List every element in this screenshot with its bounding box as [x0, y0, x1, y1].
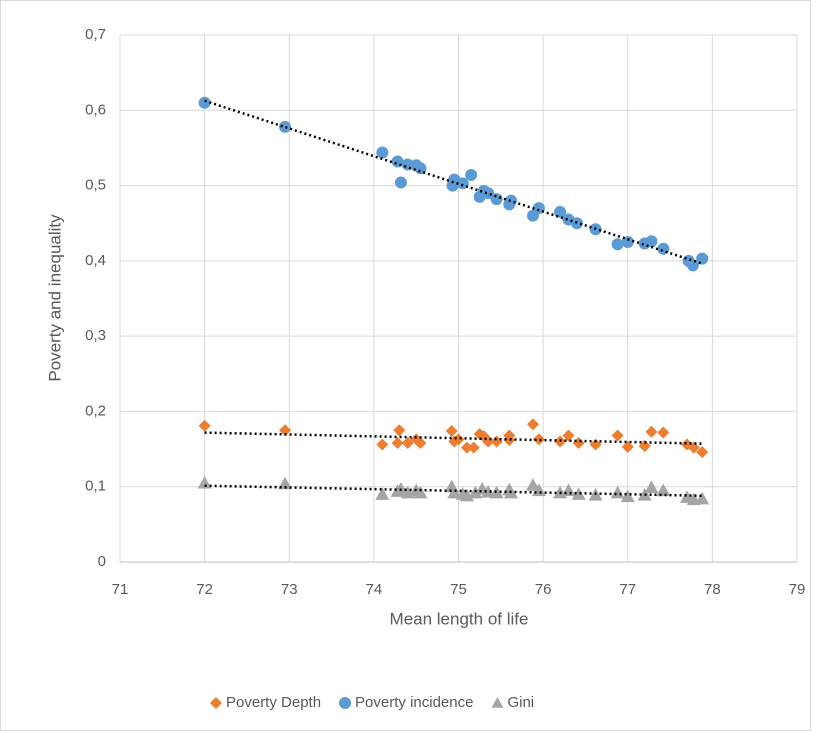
point: [375, 487, 390, 500]
point: [611, 429, 624, 442]
x-tick-label: 71: [112, 581, 129, 598]
y-tick-label: 0,6: [85, 101, 106, 118]
point: [447, 485, 462, 499]
point: [696, 446, 709, 459]
legend-label: Poverty Depth: [226, 694, 321, 711]
point: [589, 438, 602, 451]
x-tick-label: 73: [281, 581, 298, 598]
x-tick-label: 75: [450, 581, 467, 598]
y-tick-label: 0,4: [85, 252, 106, 269]
point: [532, 433, 545, 446]
legend-label: Poverty incidence: [355, 694, 473, 711]
point: [696, 252, 709, 265]
point: [445, 425, 458, 438]
point: [465, 169, 478, 182]
x-tick-label: 79: [789, 581, 806, 598]
point: [279, 424, 292, 437]
y-tick-label: 0,5: [85, 177, 106, 194]
point: [393, 424, 406, 437]
point: [393, 481, 408, 495]
point: [638, 440, 651, 453]
y-tick-label: 0,2: [85, 402, 106, 419]
x-tick-label: 74: [366, 581, 383, 598]
point: [456, 177, 469, 190]
point: [526, 418, 539, 431]
point: [198, 419, 211, 432]
point: [394, 176, 407, 189]
legend-label: Gini: [507, 694, 534, 711]
point: [489, 485, 504, 499]
point: [414, 162, 427, 175]
point: [645, 235, 658, 248]
point: [482, 187, 495, 200]
point: [467, 441, 480, 454]
legend-marker: [339, 697, 352, 709]
point: [490, 193, 503, 206]
point: [391, 437, 404, 450]
point: [197, 475, 212, 489]
point: [532, 202, 545, 215]
point: [279, 120, 292, 133]
point: [686, 259, 699, 272]
y-tick-label: 0,7: [85, 26, 106, 43]
legend-marker: [210, 697, 222, 709]
point: [525, 478, 540, 491]
point: [621, 440, 634, 453]
point: [620, 489, 635, 503]
point: [460, 441, 473, 454]
x-tick-label: 76: [535, 581, 552, 598]
point: [481, 484, 496, 498]
point: [695, 491, 710, 505]
point: [376, 146, 389, 159]
point: [611, 238, 624, 251]
point: [391, 155, 404, 168]
point: [401, 437, 414, 450]
point: [656, 483, 671, 497]
point: [414, 437, 427, 450]
point: [644, 480, 659, 494]
point: [504, 194, 517, 207]
point: [562, 429, 575, 442]
point: [452, 433, 465, 446]
point: [376, 438, 389, 451]
point: [657, 242, 670, 255]
y-axis-title: Poverty and inequality: [45, 214, 64, 382]
trendline: [204, 99, 703, 265]
y-tick-label: 0,1: [85, 478, 106, 495]
point: [645, 425, 658, 438]
y-tick-label: 0,3: [85, 327, 106, 344]
point: [503, 434, 516, 447]
x-tick-label: 77: [619, 581, 636, 598]
x-tick-label: 72: [196, 581, 213, 598]
point: [571, 487, 586, 500]
point: [198, 96, 211, 109]
x-tick-label: 78: [704, 581, 721, 598]
point: [621, 236, 634, 249]
legend-marker: [491, 697, 504, 708]
y-tick-label: 0: [98, 553, 106, 570]
x-axis-title: Mean length of life: [390, 609, 529, 628]
point: [657, 426, 670, 439]
point: [413, 485, 428, 499]
